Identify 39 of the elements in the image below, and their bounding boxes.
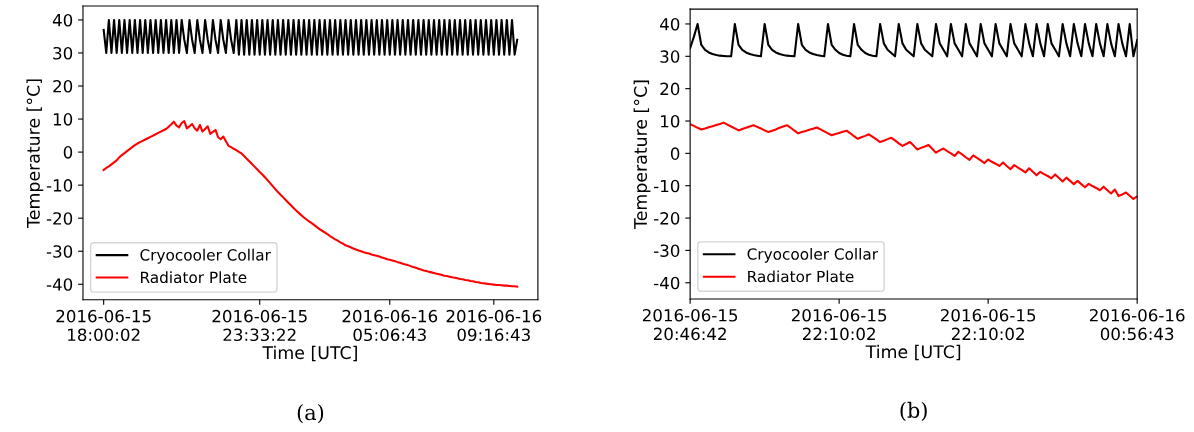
y-tick-label: -30 <box>46 245 73 258</box>
legend-label: Radiator Plate <box>141 271 247 284</box>
x-tick-label: 2016-06-15 22:10:02 <box>791 308 887 341</box>
y-tick-label: 10 <box>661 114 680 128</box>
y-tick-label: 20 <box>660 82 680 96</box>
y-tick-label: 10 <box>53 113 73 126</box>
y-tick-label: 30 <box>53 46 73 60</box>
y-tick-label: 20 <box>53 79 73 93</box>
y-tick-label: 0 <box>670 147 680 160</box>
x-tick-label: 2016-06-15 23:33:22 <box>212 309 307 342</box>
x-tick-label: 2016-06-16 05:06:43 <box>342 309 438 342</box>
legend-label: Radiator Plate <box>748 270 854 283</box>
x-axis-title: Time [UTC] <box>865 344 961 361</box>
y-tick-label: 0 <box>63 146 73 159</box>
y-tick-label: 40 <box>660 17 680 31</box>
y-tick-label: -30 <box>654 244 680 257</box>
x-axis-title: Time [UTC] <box>262 345 357 362</box>
text: (b) <box>900 401 927 421</box>
y-tick-label: -10 <box>46 179 73 192</box>
line-series <box>102 120 519 288</box>
line-series <box>102 18 519 56</box>
x-tick-label: 2016-06-15 20:46:42 <box>642 308 738 341</box>
x-tick-label: 2016-06-15 22:10:02 <box>940 308 1036 341</box>
y-axis-title: Temperature [°C] <box>633 80 651 229</box>
y-tick-label: 40 <box>52 13 73 27</box>
y-tick-label: 30 <box>660 50 680 63</box>
x-tick-label: 2016-06-16 00:56:43 <box>1089 308 1185 341</box>
x-tick-label: 2016-06-15 18:00:02 <box>56 309 151 342</box>
x-tick-label: 2016-06-16 09:16:43 <box>446 309 542 342</box>
y-tick-label: -10 <box>654 179 680 193</box>
legend-label: Cryocooler Collar <box>140 248 271 264</box>
y-axis-title: Temperature [°C] <box>26 79 44 228</box>
line-series <box>690 121 1138 201</box>
y-tick-label: -20 <box>654 212 680 225</box>
y-tick-label: -40 <box>46 278 73 291</box>
y-tick-label: -20 <box>46 212 73 225</box>
legend-label: Cryocooler Collar <box>747 247 879 263</box>
text: (a) <box>297 404 324 424</box>
y-tick-label: -40 <box>654 276 680 290</box>
